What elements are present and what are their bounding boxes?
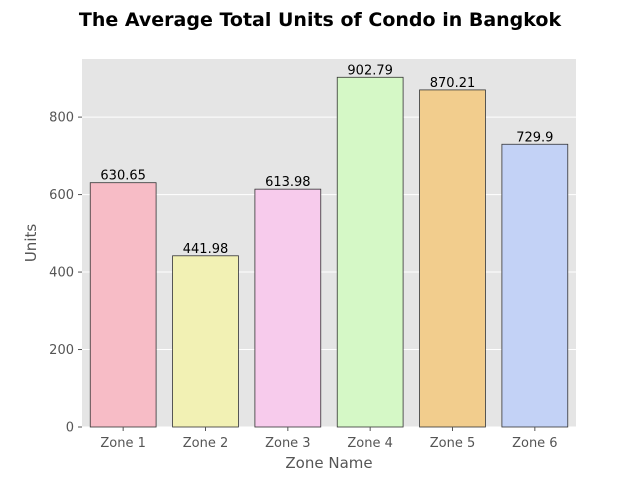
y-tick-label: 400 [49,266,74,281]
y-tick-label: 800 [49,111,74,126]
y-axis-ticks: 0 200 400 600 800 [49,111,82,436]
bar-zone-3 [254,188,322,428]
bar-zone-5 [419,89,486,428]
x-tick-label: Zone 4 [347,436,393,451]
y-tick-label: 600 [49,188,74,203]
data-label: 613.98 [265,175,311,190]
bar-zone-1 [89,182,157,428]
x-tick-label: Zone 2 [183,436,229,451]
data-label: 729.9 [516,130,553,145]
y-tick-label: 200 [49,343,74,358]
x-axis-ticks: Zone 1 Zone 2 Zone 3 Zone 4 Zone 5 Zone 6 [100,427,558,451]
y-axis-label: Units [22,224,40,263]
chart-title: The Average Total Units of Condo in Bang… [79,9,562,31]
gridlines [82,116,576,428]
x-tick-label: Zone 5 [430,436,476,451]
data-label: 441.98 [183,242,229,257]
x-tick-label: Zone 6 [512,436,558,451]
data-label: 902.79 [347,63,393,78]
x-tick-label: Zone 1 [100,436,146,451]
bars: 630.65 441.98 613.98 902.79 870.21 729.9 [89,63,569,428]
plot-area [82,59,576,427]
bar-zone-2 [172,255,239,428]
data-label: 870.21 [430,76,476,91]
x-axis-label: Zone Name [285,454,372,472]
bar-zone-4 [336,76,404,428]
bar-zone-6 [501,143,569,428]
data-label: 630.65 [100,169,146,184]
y-tick-label: 0 [66,421,74,436]
x-tick-label: Zone 3 [265,436,311,451]
